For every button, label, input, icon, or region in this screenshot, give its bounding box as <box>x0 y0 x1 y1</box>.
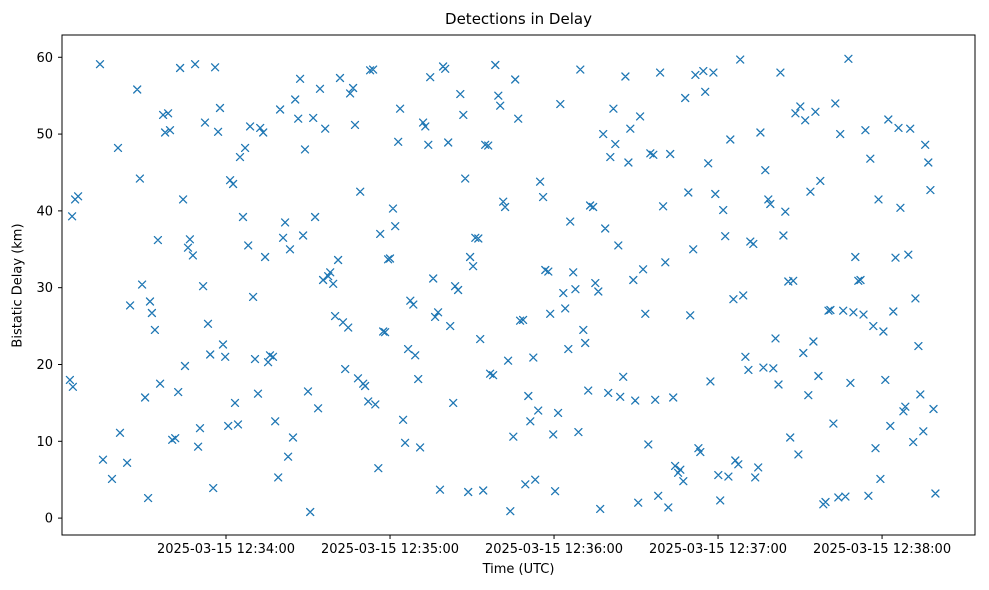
plot-border <box>61 34 976 536</box>
y-tick-label: 30 <box>36 281 53 296</box>
y-tick-label: 20 <box>36 358 53 373</box>
y-tick-label: 10 <box>36 435 53 450</box>
x-tick-label: 2025-03-15 12:35:00 <box>321 542 459 557</box>
x-tick-label: 2025-03-15 12:34:00 <box>157 542 295 557</box>
y-axis-label: Bistatic Delay (km) <box>10 223 26 348</box>
y-tick-label: 50 <box>36 128 53 143</box>
x-tick-label: 2025-03-15 12:36:00 <box>485 542 623 557</box>
chart-title: Detections in Delay <box>445 10 592 28</box>
y-tick-label: 60 <box>36 51 53 66</box>
y-axis-ticks: 0 10 20 30 40 50 60 <box>36 51 62 527</box>
scatter-points <box>65 54 940 517</box>
y-tick-label: 40 <box>36 204 53 219</box>
x-tick-label: 2025-03-15 12:38:00 <box>813 542 951 557</box>
y-tick-label: 0 <box>45 512 53 527</box>
x-tick-label: 2025-03-15 12:37:00 <box>649 542 787 557</box>
x-axis-label: Time (UTC) <box>482 562 555 577</box>
x-axis-ticks: 2025-03-15 12:34:00 2025-03-15 12:35:00 20… <box>157 535 951 557</box>
